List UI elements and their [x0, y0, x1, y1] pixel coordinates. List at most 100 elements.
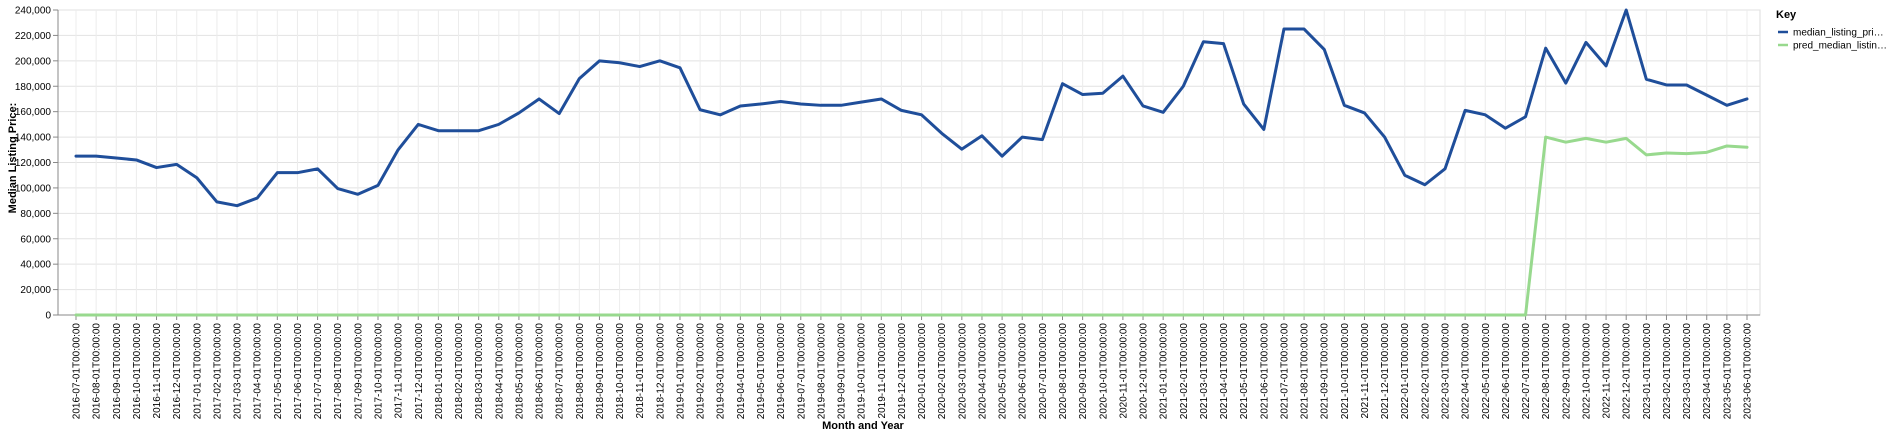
y-tick-label: 160,000	[15, 107, 52, 118]
x-tick-label: 2021-06-01T00:00:00	[1259, 323, 1270, 420]
y-axis-title: Median Listing Price:	[7, 103, 19, 214]
x-tick-label: 2023-02-01T00:00:00	[1662, 323, 1673, 420]
x-tick-label: 2016-08-01T00:00:00	[92, 323, 103, 420]
x-tick-label: 2018-03-01T00:00:00	[474, 323, 485, 420]
x-tick-label: 2019-09-01T00:00:00	[837, 323, 848, 420]
x-tick-label: 2022-10-01T00:00:00	[1581, 323, 1592, 420]
y-tick-label: 240,000	[15, 6, 52, 17]
x-tick-label: 2022-06-01T00:00:00	[1501, 323, 1512, 420]
y-axis: 0 20,000 40,000 60,000 80,000 100,000 120,000 1…	[15, 6, 58, 322]
x-tick-label: 2019-01-01T00:00:00	[675, 323, 686, 420]
x-tick-label: 2021-03-01T00:00:00	[1199, 323, 1210, 420]
y-tick-label: 200,000	[15, 56, 52, 67]
x-axis: 2016-07-01T00:00:00 2016-08-01T00:00:00 20…	[72, 315, 1754, 419]
x-tick-label: 2022-05-01T00:00:00	[1481, 323, 1492, 420]
legend-label: median_listing_pri…	[1793, 28, 1884, 39]
x-tick-label: 2018-09-01T00:00:00	[595, 323, 606, 420]
y-tick-label: 140,000	[15, 133, 52, 144]
x-tick-label: 2018-11-01T00:00:00	[635, 323, 646, 419]
x-tick-label: 2020-07-01T00:00:00	[1038, 323, 1049, 420]
x-tick-label: 2017-04-01T00:00:00	[253, 323, 264, 420]
x-tick-label: 2021-10-01T00:00:00	[1340, 323, 1351, 420]
x-tick-label: 2018-06-01T00:00:00	[535, 323, 546, 420]
x-tick-label: 2023-04-01T00:00:00	[1702, 323, 1713, 420]
series-line-1	[74, 8, 1749, 208]
x-tick-label: 2019-08-01T00:00:00	[816, 323, 827, 420]
x-tick-label: 2022-07-01T00:00:00	[1521, 323, 1532, 420]
y-tick-label: 60,000	[20, 234, 51, 245]
x-tick-label: 2021-02-01T00:00:00	[1179, 323, 1190, 420]
x-tick-label: 2017-08-01T00:00:00	[333, 323, 344, 420]
x-tick-label: 2020-04-01T00:00:00	[977, 323, 988, 420]
x-tick-label: 2021-09-01T00:00:00	[1320, 323, 1331, 420]
x-tick-label: 2019-06-01T00:00:00	[776, 323, 787, 420]
x-tick-label: 2020-05-01T00:00:00	[998, 323, 1009, 420]
x-tick-label: 2020-08-01T00:00:00	[1058, 323, 1069, 420]
y-tick-label: 220,000	[15, 31, 52, 42]
legend-title: Key	[1776, 9, 1797, 21]
x-tick-label: 2019-11-01T00:00:00	[877, 323, 888, 419]
x-tick-label: 2022-04-01T00:00:00	[1461, 323, 1472, 420]
x-tick-label: 2023-05-01T00:00:00	[1722, 323, 1733, 420]
x-tick-label: 2023-01-01T00:00:00	[1642, 323, 1653, 420]
x-tick-label: 2022-02-01T00:00:00	[1420, 323, 1431, 420]
y-tick-label: 80,000	[20, 209, 51, 220]
y-tick-label: 20,000	[20, 285, 51, 296]
x-tick-label: 2018-10-01T00:00:00	[615, 323, 626, 420]
x-tick-label: 2022-11-01T00:00:00	[1602, 323, 1613, 419]
x-tick-label: 2020-09-01T00:00:00	[1078, 323, 1089, 420]
y-tick-label: 120,000	[15, 158, 52, 169]
x-tick-label: 2017-06-01T00:00:00	[293, 323, 304, 420]
x-tick-label: 2018-05-01T00:00:00	[514, 323, 525, 420]
x-tick-label: 2020-01-01T00:00:00	[917, 323, 928, 420]
series-line-2	[74, 135, 1749, 317]
x-tick-label: 2020-03-01T00:00:00	[957, 323, 968, 420]
x-tick-label: 2018-07-01T00:00:00	[555, 323, 566, 420]
x-tick-label: 2021-11-01T00:00:00	[1360, 323, 1371, 419]
x-tick-label: 2021-07-01T00:00:00	[1279, 323, 1290, 420]
x-tick-label: 2021-12-01T00:00:00	[1380, 323, 1391, 420]
legend: Key median_listing_pri… pred_median_listi…	[1776, 9, 1887, 52]
x-tick-label: 2019-12-01T00:00:00	[897, 323, 908, 420]
y-tick-label: 0	[45, 311, 51, 322]
x-tick-label: 2017-05-01T00:00:00	[273, 323, 284, 420]
x-tick-label: 2017-02-01T00:00:00	[212, 323, 223, 420]
x-tick-label: 2017-03-01T00:00:00	[233, 323, 244, 420]
x-tick-label: 2017-11-01T00:00:00	[394, 323, 405, 419]
y-tick-label: 180,000	[15, 82, 52, 93]
x-tick-label: 2021-08-01T00:00:00	[1300, 323, 1311, 420]
x-tick-label: 2017-10-01T00:00:00	[373, 323, 384, 420]
x-tick-label: 2018-02-01T00:00:00	[454, 323, 465, 420]
x-tick-label: 2016-10-01T00:00:00	[132, 323, 143, 420]
x-tick-label: 2018-04-01T00:00:00	[494, 323, 505, 420]
x-tick-label: 2016-12-01T00:00:00	[172, 323, 183, 420]
x-tick-label: 2022-03-01T00:00:00	[1441, 323, 1452, 420]
x-axis-title: Month and Year	[822, 420, 904, 432]
x-tick-label: 2016-07-01T00:00:00	[72, 323, 83, 420]
x-tick-label: 2020-02-01T00:00:00	[937, 323, 948, 420]
x-tick-label: 2019-07-01T00:00:00	[796, 323, 807, 420]
x-tick-label: 2020-11-01T00:00:00	[1118, 323, 1129, 419]
x-tick-label: 2017-01-01T00:00:00	[192, 323, 203, 420]
x-tick-label: 2018-01-01T00:00:00	[434, 323, 445, 420]
x-tick-label: 2020-06-01T00:00:00	[1018, 323, 1029, 420]
x-tick-label: 2018-08-01T00:00:00	[575, 323, 586, 420]
x-tick-label: 2019-02-01T00:00:00	[696, 323, 707, 420]
x-tick-label: 2018-12-01T00:00:00	[655, 323, 666, 420]
x-tick-label: 2021-01-01T00:00:00	[1159, 323, 1170, 420]
x-tick-label: 2023-06-01T00:00:00	[1743, 323, 1754, 420]
x-tick-label: 2019-10-01T00:00:00	[857, 323, 868, 420]
legend-label: pred_median_listin…	[1793, 41, 1887, 52]
x-tick-label: 2019-04-01T00:00:00	[736, 323, 747, 420]
x-tick-label: 2022-01-01T00:00:00	[1400, 323, 1411, 420]
x-tick-label: 2022-12-01T00:00:00	[1622, 323, 1633, 420]
x-tick-label: 2020-12-01T00:00:00	[1139, 323, 1150, 420]
x-tick-label: 2023-03-01T00:00:00	[1682, 323, 1693, 420]
x-tick-label: 2017-09-01T00:00:00	[353, 323, 364, 420]
x-tick-label: 2016-11-01T00:00:00	[152, 323, 163, 419]
x-tick-label: 2019-05-01T00:00:00	[756, 323, 767, 420]
x-tick-label: 2017-12-01T00:00:00	[414, 323, 425, 420]
grid-lines	[57, 9, 1761, 316]
series-lines	[74, 8, 1749, 317]
